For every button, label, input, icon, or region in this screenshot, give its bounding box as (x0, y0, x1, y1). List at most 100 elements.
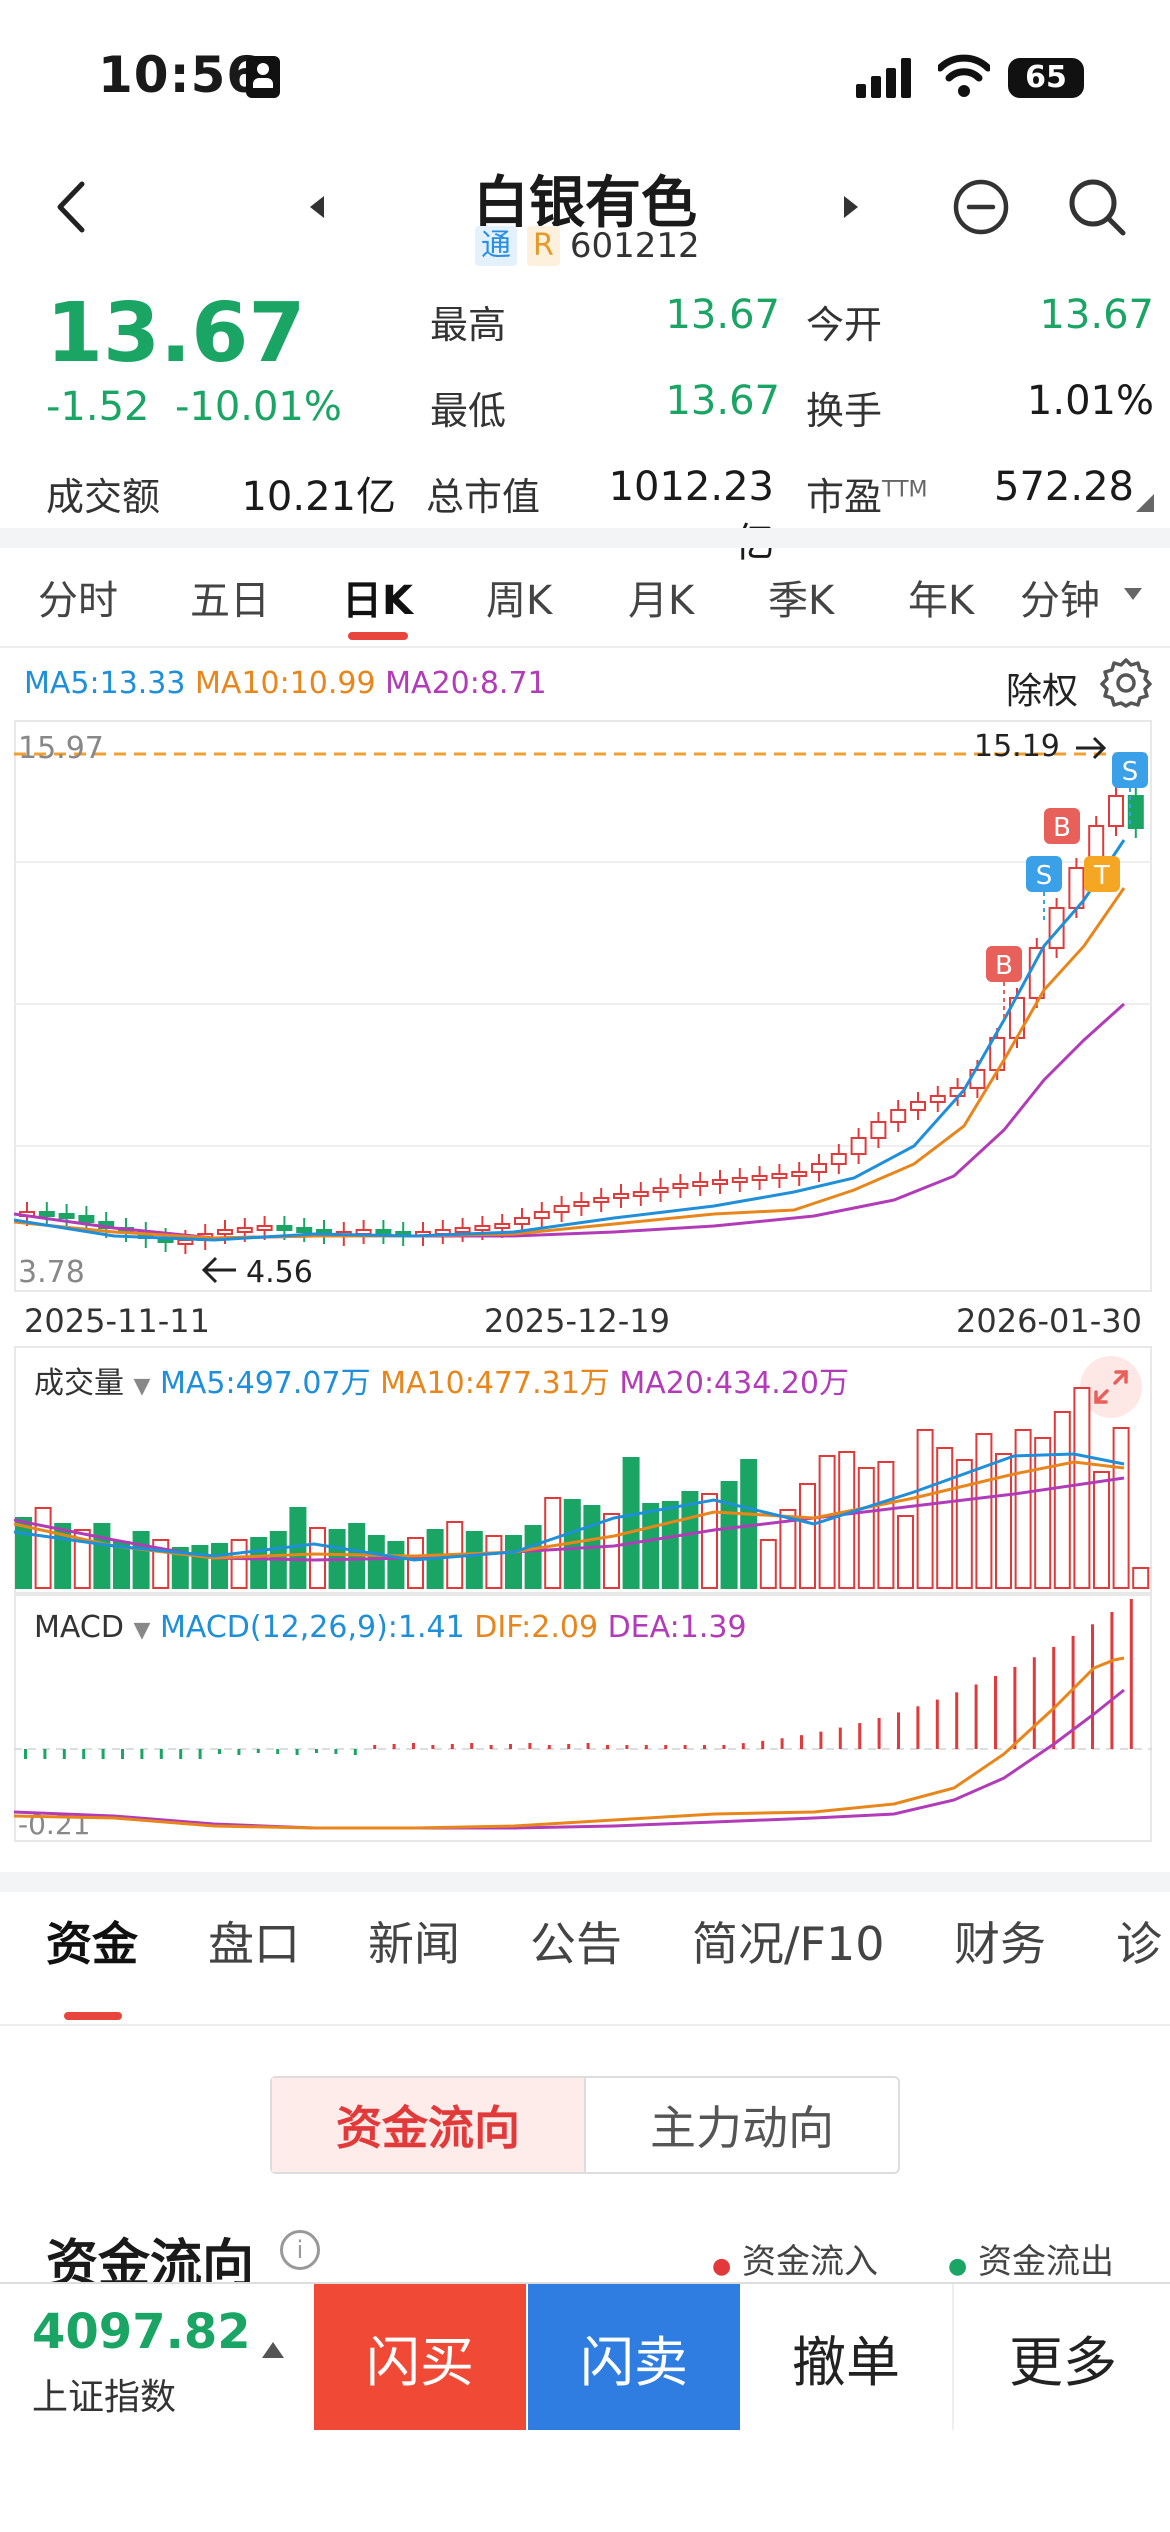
macd-bar (43, 1749, 47, 1759)
macd-bar (761, 1740, 765, 1749)
segment-capital-flow[interactable]: 资金流向 (272, 2078, 586, 2172)
info-tab-indicator (64, 2012, 122, 2020)
macd-dropdown-icon[interactable]: ▼ (133, 1618, 151, 1643)
macd-bar (353, 1749, 357, 1755)
tab-f10[interactable]: 简况/F10 (692, 1917, 885, 1971)
info-icon[interactable]: i (280, 2230, 320, 2270)
current-price: 13.67 (46, 286, 306, 381)
ma5-line (14, 839, 1126, 1242)
segment-main-force[interactable]: 主力动向 (650, 2101, 834, 2155)
candle-body (692, 1181, 709, 1187)
candle-body (652, 1187, 669, 1193)
back-icon[interactable] (52, 180, 88, 234)
cancel-order-button[interactable]: 撤单 (740, 2284, 954, 2430)
volume-bars (15, 1387, 1150, 1589)
low-label: 最低 (430, 389, 507, 433)
tab-fenshi[interactable]: 分时 (38, 578, 118, 624)
tab-orderbook[interactable]: 盘口 (208, 1917, 300, 1971)
high-mark-label: 15.19 (974, 729, 1060, 764)
volume-bar (34, 1507, 52, 1589)
volume-bar (387, 1541, 405, 1589)
tab-year-k[interactable]: 年K (908, 578, 975, 624)
inflow-dot-icon: ● (712, 2254, 732, 2279)
price-change: -1.52 -10.01% (46, 384, 342, 430)
macd-bar (1110, 1611, 1114, 1749)
volume-selector[interactable]: 成交量 (34, 1366, 124, 1401)
bottom-price-label: 3.78 (18, 1255, 85, 1290)
low-mark-arrow-icon (201, 1256, 236, 1284)
macd-bar (1071, 1635, 1075, 1749)
index-name: 上证指数 (32, 2377, 177, 2418)
macd-bar (431, 1745, 435, 1749)
volume-legend: 成交量 ▼ MA5:497.07万 MA10:477.31万 MA20:434.… (34, 1358, 849, 1402)
tab-day-k[interactable]: 日K (342, 578, 413, 624)
kline-chart[interactable]: 15.97 3.78 15.19 4.56 B S B S T (14, 720, 1152, 1292)
more-button[interactable]: 更多 (1009, 2330, 1117, 2394)
volume-bar (877, 1461, 895, 1589)
flash-sell-button[interactable]: 闪卖 (528, 2284, 740, 2430)
volume-bar (485, 1535, 503, 1589)
tab-announcement[interactable]: 公告 (530, 1917, 622, 1971)
macd-bar (528, 1743, 532, 1749)
volume-dropdown-icon[interactable]: ▼ (133, 1374, 151, 1399)
candle-body (1028, 947, 1045, 999)
candle-body (712, 1179, 728, 1185)
macd-bar (179, 1749, 183, 1759)
tab-five-day[interactable]: 五日 (190, 578, 270, 624)
index-value: 4097.82 (32, 2304, 251, 2360)
candle-body (751, 1175, 768, 1181)
dea-legend: DEA:1.39 (607, 1610, 747, 1645)
candle-body (474, 1225, 491, 1231)
macd-selector[interactable]: MACD (34, 1610, 124, 1645)
macd-bar (1013, 1666, 1017, 1749)
macd-bar (741, 1743, 745, 1749)
tab-news[interactable]: 新闻 (368, 1917, 460, 1971)
next-stock-icon[interactable] (842, 194, 860, 220)
adjust-button[interactable]: 除权 (1006, 671, 1079, 712)
macd-bar (547, 1745, 551, 1749)
expand-corner-icon[interactable] (1136, 494, 1154, 512)
candle-body (38, 1211, 55, 1217)
mktcap-value: 1012.23亿 (608, 464, 774, 566)
volume-bar (1014, 1429, 1032, 1589)
macd-bar (916, 1706, 920, 1749)
wifi-icon (938, 54, 990, 97)
macd-bar (780, 1738, 784, 1749)
volume-chart[interactable] (14, 1346, 1152, 1594)
macd-bar (295, 1749, 299, 1755)
top-price-label: 15.97 (18, 731, 104, 766)
flow-segment-control: 资金流向 主力动向 (270, 2076, 900, 2174)
minute-dropdown-icon[interactable] (1124, 588, 1142, 600)
settings-gear-icon[interactable] (1100, 656, 1152, 708)
tab-season-k[interactable]: 季K (768, 578, 835, 624)
candle-body (494, 1223, 511, 1229)
tab-capital[interactable]: 资金 (46, 1917, 138, 1971)
macd-bar (276, 1749, 280, 1754)
vol-ma5-legend: MA5:497.07万 (160, 1366, 371, 1401)
turnover-value: 1.01% (1026, 378, 1154, 424)
section-divider-2 (0, 1872, 1170, 1892)
change-percent: -10.01% (174, 384, 342, 430)
macd-bar (140, 1749, 144, 1759)
high-label: 最高 (430, 303, 507, 347)
stock-name: 白银有色 (473, 171, 697, 236)
tab-diagnosis[interactable]: 诊 (1116, 1917, 1162, 1971)
search-icon[interactable] (1066, 176, 1128, 238)
tab-minute[interactable]: 分钟 (1020, 578, 1100, 624)
vol-ma5-line (14, 1452, 1125, 1562)
candlestick-series (19, 786, 1144, 1254)
tong-badge: 通 (475, 226, 517, 266)
tab-week-k[interactable]: 周K (486, 578, 553, 624)
index-widget[interactable]: 4097.82 上证指数 (0, 2284, 314, 2430)
buy-marker-1: B (995, 951, 1013, 981)
macd-bar (470, 1743, 474, 1749)
sell-marker-1: S (1036, 861, 1053, 891)
prev-stock-icon[interactable] (308, 194, 326, 220)
tab-finance[interactable]: 财务 (954, 1917, 1046, 1971)
macd-chart[interactable]: -0.21 (14, 1594, 1152, 1842)
macd-bar (703, 1745, 706, 1749)
tab-month-k[interactable]: 月K (628, 578, 695, 624)
flash-buy-button[interactable]: 闪买 (314, 2284, 526, 2430)
index-expand-icon[interactable] (262, 2342, 284, 2358)
remove-watchlist-icon[interactable] (952, 178, 1010, 236)
